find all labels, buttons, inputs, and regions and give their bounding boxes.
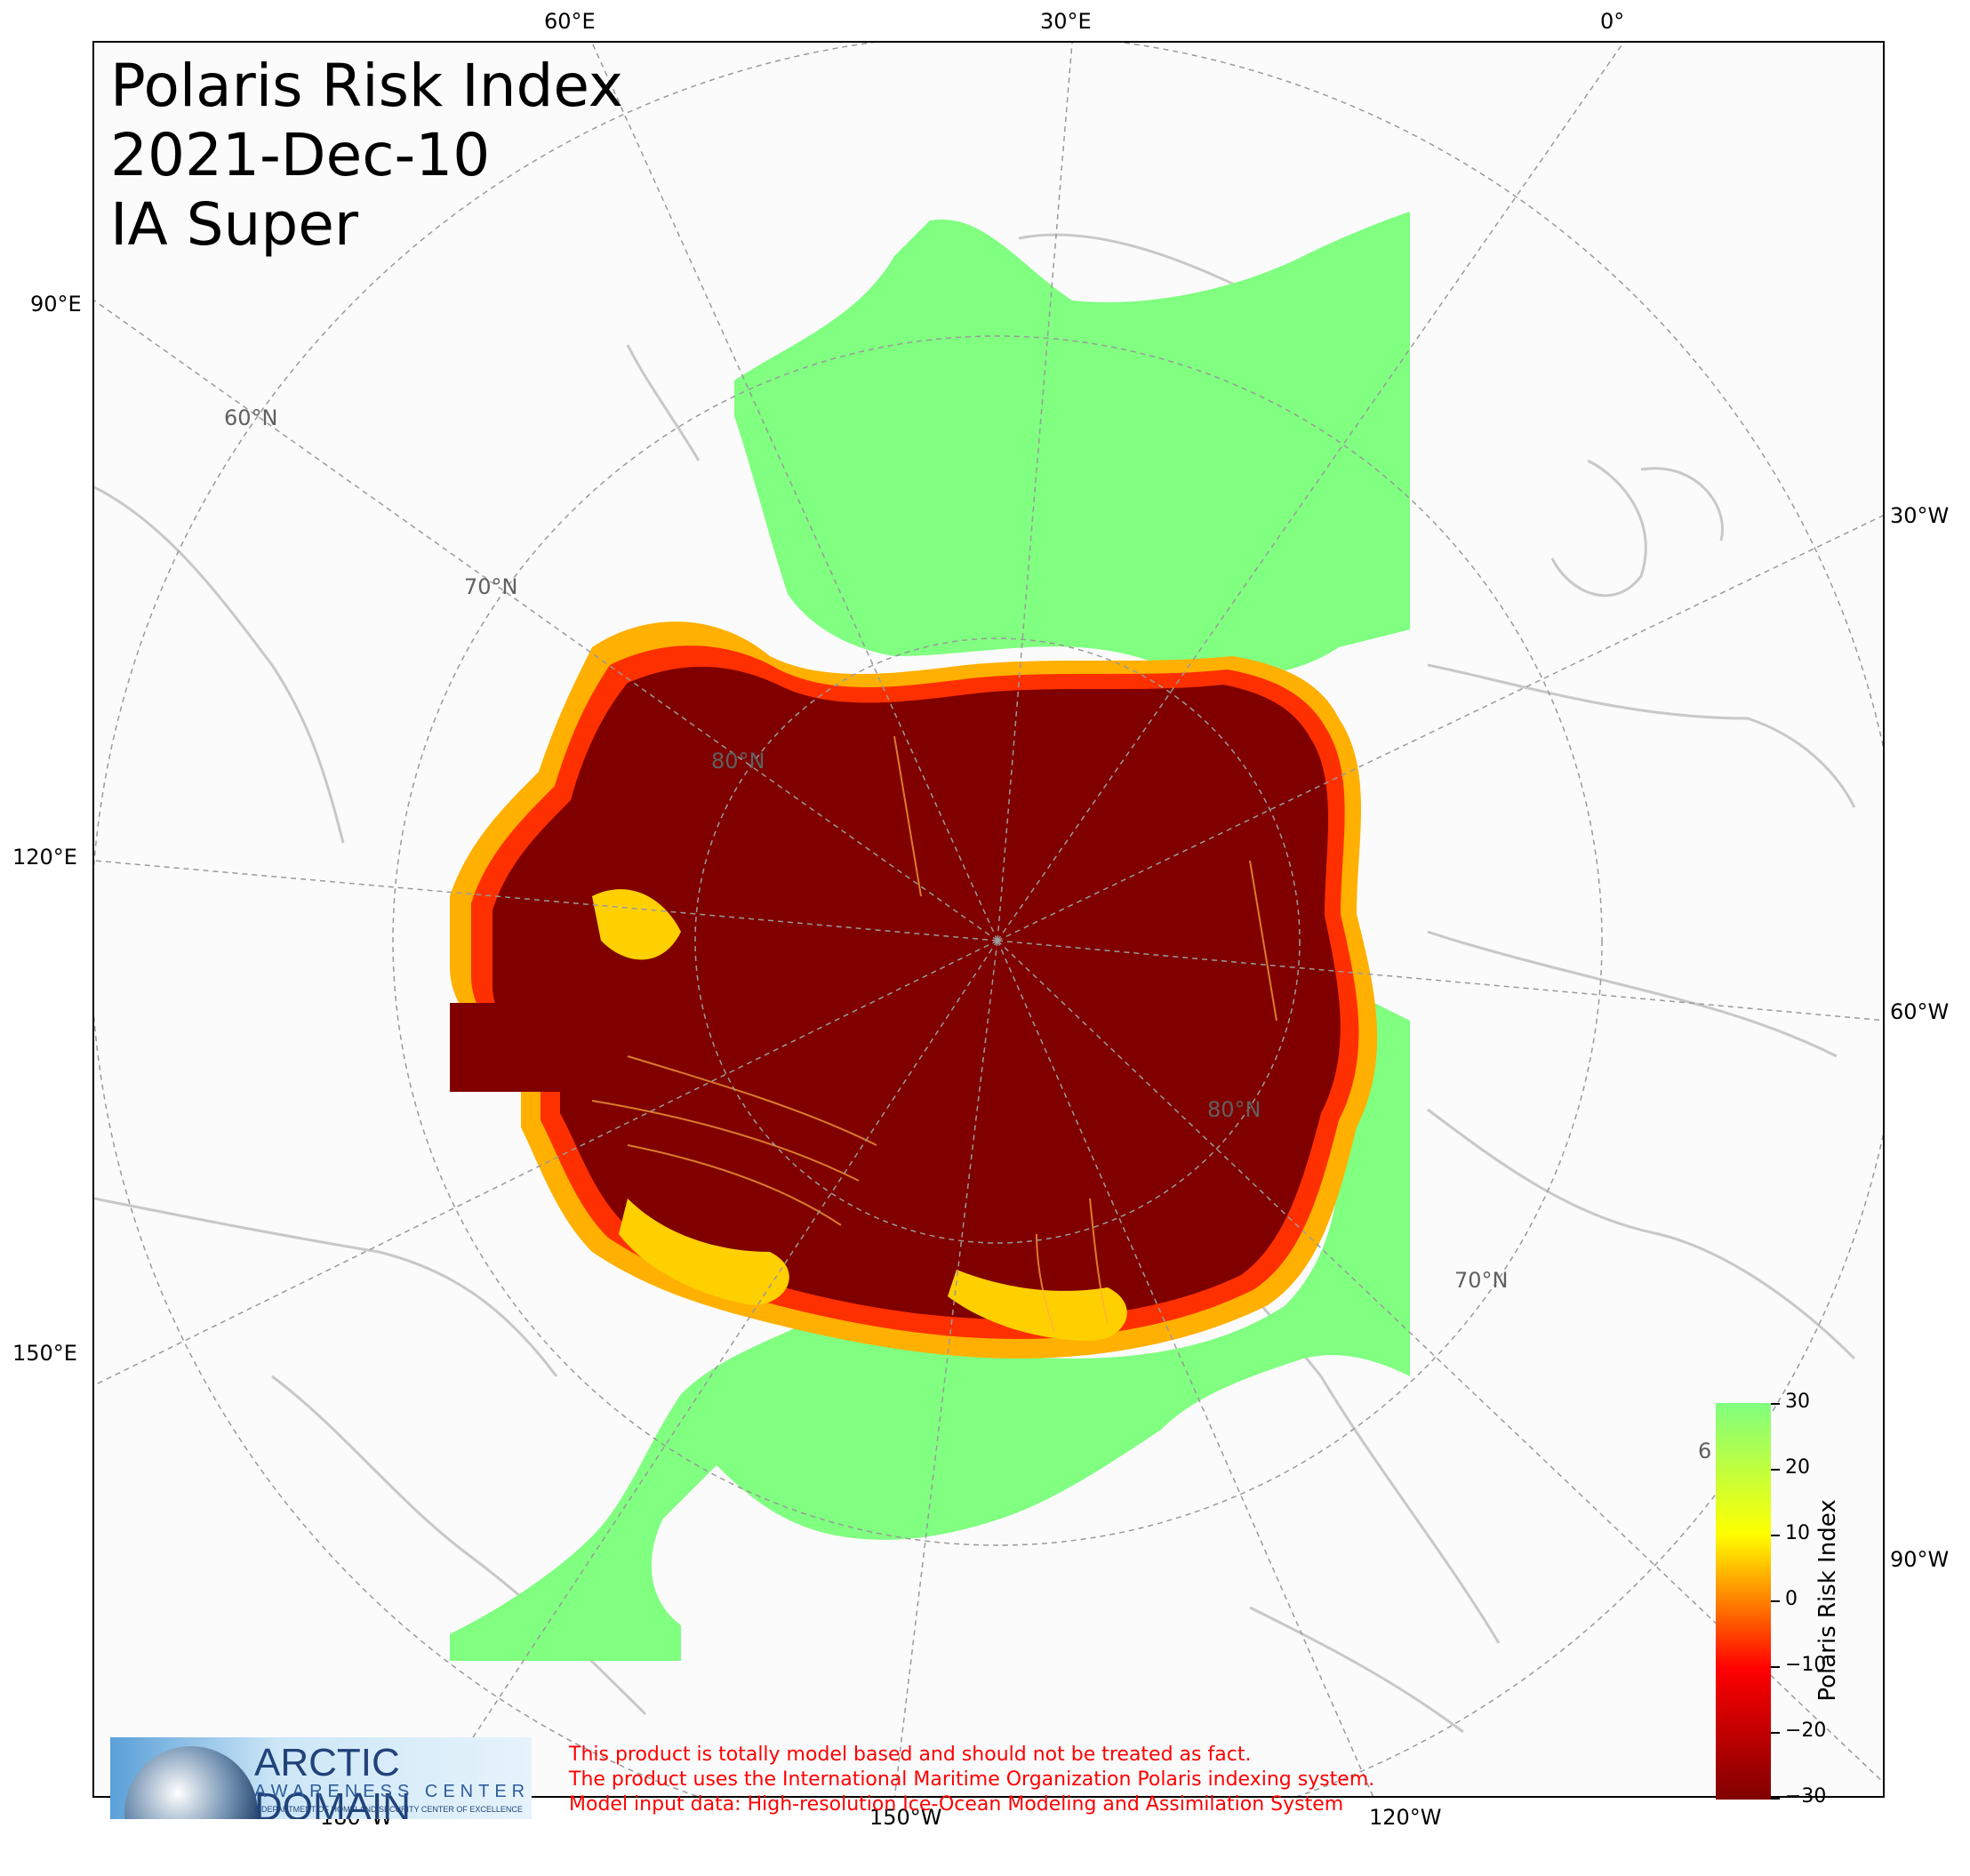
colorbar-tick: [1771, 1600, 1780, 1602]
ice-leads: [591, 735, 1277, 1333]
adac-logo: ARCTIC DOMAIN AWARENESS CENTER A DEPARTM…: [110, 1737, 532, 1819]
logo-department: A DEPARTMENT OF HOMELAND SECURITY CENTER…: [254, 1805, 523, 1814]
lat-label-60n-west: 60°N: [224, 405, 278, 430]
lon-label-30w: 30°W: [1890, 503, 1950, 528]
colorbar-label-20: 20: [1785, 1456, 1810, 1479]
colorbar-tick: [1771, 1666, 1780, 1668]
polar-map[interactable]: [94, 43, 1885, 1798]
lat-label-70n-west: 70°N: [464, 574, 518, 599]
colorbar-tick: [1771, 1403, 1780, 1405]
lon-label-0: 0°: [1600, 9, 1625, 34]
disclaimer: This product is totally model based and …: [569, 1743, 1374, 1817]
globe-icon: [124, 1746, 258, 1819]
map-title: Polaris Risk Index 2021-Dec-10 IA Super: [110, 52, 623, 260]
lat-label-80n-west: 80°N: [711, 749, 765, 774]
logo-title: ARCTIC DOMAIN: [254, 1741, 411, 1819]
disclaimer-line-3: Model input data: High-resolution Ice-Oc…: [569, 1793, 1344, 1816]
colorbar-tick: [1771, 1798, 1780, 1800]
logo-subtitle: AWARENESS CENTER: [254, 1782, 531, 1801]
lat-label-60n-east: 6: [1698, 1439, 1712, 1463]
high-risk-ice: [450, 621, 1378, 1359]
graticule: [94, 43, 1883, 1796]
lon-label-150e: 150°E: [12, 1341, 77, 1366]
lon-label-90e: 90°E: [30, 292, 82, 317]
lon-label-90w: 90°W: [1890, 1547, 1950, 1572]
colorbar-label-10: 10: [1785, 1522, 1810, 1544]
colorbar: [1716, 1403, 1771, 1800]
lat-label-80n-east: 80°N: [1207, 1097, 1261, 1122]
colorbar-label-30: 30: [1785, 1391, 1810, 1413]
lon-label-150w: 150°W: [869, 1805, 942, 1830]
disclaimer-line-2: The product uses the International Marit…: [569, 1768, 1375, 1791]
title-line-1: Polaris Risk Index: [110, 52, 623, 120]
title-line-3: IA Super: [110, 190, 358, 259]
title-line-2: 2021-Dec-10: [110, 121, 491, 189]
lon-label-120e: 120°E: [12, 845, 77, 870]
lat-label-70n-east: 70°N: [1454, 1268, 1509, 1293]
colorbar-title: Polaris Risk Index: [1814, 1499, 1841, 1702]
colorbar-tick: [1771, 1535, 1780, 1536]
map-frame[interactable]: [92, 41, 1885, 1798]
low-risk-zones: [450, 212, 1410, 1661]
colorbar-label-minus-30: −30: [1785, 1785, 1827, 1808]
colorbar-tick: [1771, 1469, 1780, 1471]
colorbar-tick: [1771, 1732, 1780, 1734]
disclaimer-line-1: This product is totally model based and …: [569, 1744, 1252, 1766]
lon-label-30e: 30°E: [1040, 9, 1092, 34]
colorbar-label-minus-10: −10: [1785, 1654, 1827, 1676]
colorbar-label-minus-20: −20: [1785, 1720, 1827, 1742]
colorbar-label-0: 0: [1785, 1588, 1798, 1610]
lon-label-60w: 60°W: [1890, 999, 1950, 1024]
lon-label-60e: 60°E: [544, 9, 596, 34]
lon-label-120w: 120°W: [1369, 1805, 1442, 1830]
